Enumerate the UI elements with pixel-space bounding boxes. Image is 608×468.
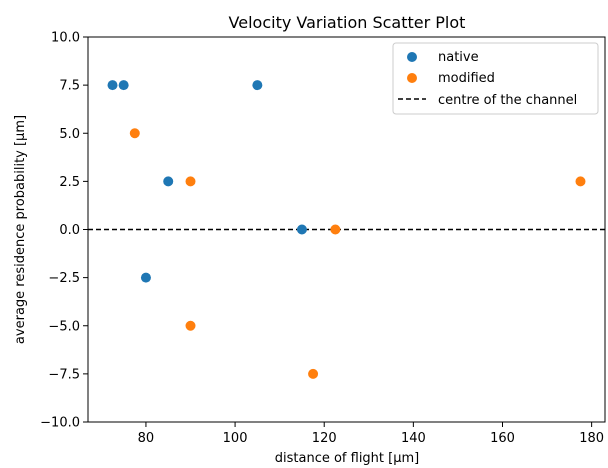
x-tick-label: 80: [138, 431, 155, 446]
chart-title: Velocity Variation Scatter Plot: [229, 13, 466, 32]
y-tick-label: 7.5: [59, 79, 80, 94]
y-tick-label: 5.0: [59, 127, 80, 142]
data-point-modified-5: [575, 176, 586, 187]
y-tick-label: 10.0: [51, 31, 80, 46]
y-tick-label: −2.5: [48, 271, 80, 286]
y-tick-label: −5.0: [48, 319, 80, 334]
data-point-native-3: [163, 176, 174, 187]
legend-label-native: native: [438, 50, 479, 65]
x-tick-label: 140: [401, 431, 426, 446]
data-point-native-5: [296, 224, 307, 235]
data-point-native-4: [252, 80, 263, 91]
x-axis-ticks: 80 100 120 140 160 180: [138, 422, 604, 446]
legend-label-modified: modified: [438, 71, 495, 86]
x-tick-label: 120: [312, 431, 337, 446]
points-layer: [107, 80, 586, 379]
y-tick-label: 0.0: [59, 223, 80, 238]
y-tick-label: −7.5: [48, 367, 80, 382]
legend: native modified centre of the channel: [392, 42, 599, 115]
legend-box: [392, 42, 599, 115]
x-tick-label: 160: [490, 431, 515, 446]
data-point-modified-3: [308, 368, 319, 379]
x-axis-label: distance of flight [μm]: [275, 451, 419, 466]
y-tick-label: 2.5: [59, 175, 80, 190]
legend-marker-modified: [407, 73, 417, 83]
data-point-native-1: [118, 80, 129, 91]
y-axis-ticks: −10.0 −7.5 −5.0 −2.5 0.0 2.5 5.0 7.5 10.0: [40, 31, 88, 431]
y-axis-label: average residence probability [μm]: [13, 115, 28, 344]
y-tick-label: −10.0: [40, 416, 80, 431]
legend-marker-native: [407, 52, 417, 62]
data-point-modified-4: [330, 224, 341, 235]
data-point-native-0: [107, 80, 118, 91]
data-point-modified-0: [129, 128, 140, 139]
data-point-modified-1: [185, 176, 196, 187]
x-tick-label: 100: [223, 431, 248, 446]
data-point-native-2: [140, 272, 151, 283]
data-point-modified-2: [185, 320, 196, 331]
legend-label-centre-line: centre of the channel: [438, 93, 577, 108]
x-tick-label: 180: [579, 431, 604, 446]
